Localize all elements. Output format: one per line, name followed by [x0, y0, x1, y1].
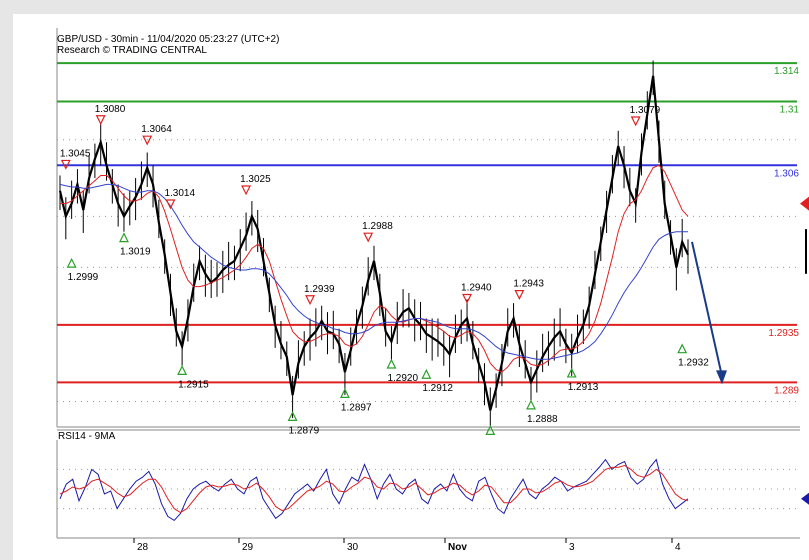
x-tick-label: Nov — [448, 542, 467, 553]
level-label: 1.289 — [774, 385, 799, 396]
price-marker-icon — [800, 196, 809, 211]
annotation-label: 1.3064 — [141, 124, 172, 135]
support-marker-icon — [485, 425, 496, 436]
forecast-arrow — [691, 241, 723, 377]
annotation-label: 1.3014 — [164, 188, 195, 199]
x-tick-label: 3 — [569, 542, 575, 553]
support-marker-icon — [526, 399, 536, 410]
support-marker-icon — [677, 343, 688, 354]
annotation-label: 1.2912 — [422, 383, 453, 394]
annotation-label: 1.2879 — [289, 425, 320, 436]
price-line — [58, 75, 690, 411]
rsi-title: RSI14 - 9MA — [58, 431, 116, 442]
resistance-marker-icon — [462, 293, 473, 304]
price-grid — [56, 28, 800, 431]
annotation-label: 1.2897 — [341, 402, 372, 413]
annotation-label: 1.3080 — [95, 104, 126, 115]
horizontal-levels: 1.314 1.31 1.306 1.2935 1.289 — [57, 62, 809, 396]
annotation-label: 1.2888 — [527, 414, 558, 425]
x-tick-label: 30 — [347, 542, 359, 553]
annotation-label: 1.3019 — [120, 247, 151, 258]
resistance-marker-icon — [630, 116, 641, 127]
rsi-panel — [56, 440, 809, 538]
resistance-marker-icon — [514, 290, 525, 300]
annotation-label: 1.3045 — [60, 148, 91, 159]
annotation-label: 1.2999 — [68, 272, 99, 283]
rsi-marker-icon — [801, 492, 809, 505]
x-tick-label: 29 — [242, 542, 254, 553]
support-marker-icon — [339, 388, 350, 398]
annotation-label: 1.3079 — [630, 105, 661, 116]
support-marker-icon — [386, 358, 397, 369]
level-label: 1.31 — [780, 104, 800, 115]
resistance-marker-icon — [305, 295, 316, 306]
annotations: 1.3045 1.3080 1.3064 1.3014 1.3025 1.2939 1.29… — [60, 104, 709, 437]
annotation-label: 1.2932 — [678, 358, 709, 369]
chart-source: Research © TRADING CENTRAL — [57, 45, 207, 56]
resistance-marker-icon — [142, 135, 153, 146]
support-marker-icon — [177, 365, 188, 375]
x-tick-label: 28 — [137, 542, 149, 553]
resistance-marker-icon — [241, 185, 252, 196]
resistance-marker-icon — [95, 115, 106, 126]
annotation-label: 1.2913 — [568, 382, 599, 393]
price-series — [58, 60, 727, 426]
support-marker-icon — [421, 368, 432, 379]
level-label: 1.2935 — [768, 328, 799, 339]
annotation-label: 1.3025 — [240, 174, 271, 185]
annotation-label: 1.2920 — [387, 373, 418, 384]
annotation-label: 1.2940 — [461, 282, 492, 293]
forecast-arrow-head-icon — [716, 370, 727, 385]
ma-slow-line — [59, 183, 688, 360]
x-tick-label: 4 — [675, 542, 681, 553]
annotation-label: 1.2988 — [362, 221, 393, 232]
rsi-line — [59, 458, 689, 522]
x-axis: 28 29 30 Nov 3 4 — [57, 537, 800, 553]
rsi-ma-line — [59, 464, 689, 514]
resistance-marker-icon — [363, 232, 374, 243]
annotation-label: 1.2939 — [304, 284, 335, 295]
level-label: 1.314 — [774, 66, 799, 77]
resistance-marker-icon — [165, 199, 176, 210]
resistance-marker-icon — [60, 159, 71, 170]
support-marker-icon — [287, 411, 298, 421]
support-marker-icon — [66, 257, 77, 268]
support-marker-icon — [566, 367, 577, 378]
ma-fast-line — [60, 164, 689, 373]
support-marker-icon — [118, 232, 129, 243]
annotation-label: 1.2915 — [178, 379, 209, 390]
chart-title: GBP/USD - 30min - 11/04/2020 05:23:27 (U… — [57, 34, 279, 45]
annotation-label: 1.2943 — [513, 279, 544, 290]
level-label: 1.306 — [774, 168, 799, 179]
